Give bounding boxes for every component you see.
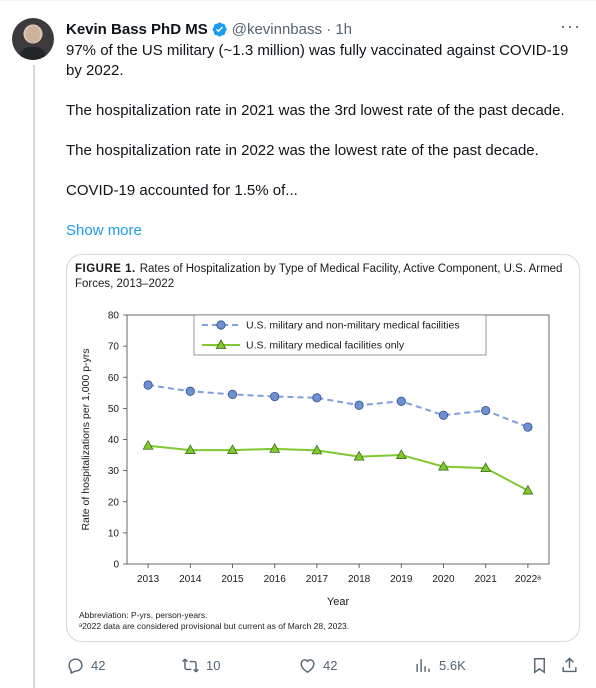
tweet-paragraph: The hospitalization rate in 2021 was the… — [66, 102, 565, 119]
reply-icon — [68, 657, 83, 674]
y-axis-label: Rate of hospitalizations per 1,000 p-yrs — [80, 348, 92, 530]
x-tick-label: 2020 — [432, 574, 455, 585]
x-axis-label: Year — [327, 596, 350, 608]
verified-badge-icon[interactable] — [211, 21, 228, 38]
data-point — [480, 462, 492, 473]
heart-icon — [300, 658, 315, 673]
like-button[interactable]: 42 — [298, 653, 337, 677]
series-line — [147, 384, 529, 428]
y-tick-label: 70 — [108, 342, 120, 353]
tweet-paragraph: COVID-19 accounted for 1.5% of... — [66, 182, 298, 199]
data-point — [354, 400, 364, 410]
figure-notes: Abbreviation: P-yrs, person-years. ᵃ2022… — [79, 610, 349, 632]
y-tick-label: 30 — [108, 466, 120, 477]
avatar-shirt — [20, 47, 46, 60]
data-point — [438, 460, 449, 471]
data-point — [142, 439, 154, 450]
x-tick-label: 2016 — [264, 574, 287, 585]
abbreviation-note: Abbreviation: P-yrs, person-years. — [79, 610, 208, 620]
x-tick-label: 2021 — [475, 574, 498, 585]
y-tick-label: 40 — [108, 435, 120, 446]
more-icon[interactable]: ··· — [560, 16, 581, 36]
avatar-face — [26, 26, 40, 43]
data-point — [227, 444, 238, 454]
repost-icon — [182, 658, 199, 672]
data-point — [523, 422, 533, 432]
tweet-text: 97% of the US military (~1.3 million) wa… — [66, 41, 581, 201]
data-point — [481, 405, 491, 416]
reply-button[interactable]: 42 — [66, 653, 105, 677]
y-tick-label: 80 — [108, 311, 120, 322]
author-handle-time[interactable]: @kevinnbass · 1h — [231, 20, 353, 38]
share-icon — [562, 656, 577, 672]
x-tick-label: 2018 — [348, 574, 371, 585]
data-point — [396, 396, 406, 406]
legend-label: U.S. military and non-military medical f… — [246, 320, 460, 332]
data-point — [311, 444, 323, 455]
views-icon — [416, 658, 430, 672]
x-tick-label: 2017 — [306, 574, 329, 585]
like-count: 42 — [323, 657, 338, 673]
series-line — [147, 444, 529, 492]
views-button[interactable]: 5.6K — [414, 653, 466, 677]
views-count: 5.6K — [439, 657, 466, 673]
tweet-paragraph: The hospitalization rate in 2022 was the… — [66, 142, 539, 159]
hospitalization-chart: 0 10 20 30 40 50 60 70 80 2013 2014 2015 2016 2017 201… — [80, 311, 550, 608]
reply-count: 42 — [91, 657, 106, 673]
share-button[interactable] — [560, 653, 579, 677]
x-tick-label: 2015 — [221, 574, 244, 585]
data-point — [270, 391, 280, 402]
legend-box — [193, 314, 487, 356]
avatar[interactable] — [12, 18, 54, 60]
y-tick-label: 0 — [113, 560, 119, 571]
tweet-paragraph: 97% of the US military (~1.3 million) wa… — [66, 42, 569, 79]
data-point — [227, 389, 238, 399]
data-point — [438, 410, 449, 420]
provisional-note: ᵃ2022 data are considered provisional bu… — [79, 621, 350, 631]
data-point — [312, 393, 322, 403]
bookmark-icon — [534, 657, 545, 674]
show-more-link[interactable]: Show more — [66, 222, 142, 239]
figure-title: FIGURE 1. Rates of Hospitalization by Typ… — [75, 262, 573, 292]
tweet-media-image[interactable]: FIGURE 1. Rates of Hospitalization by Typ… — [66, 254, 580, 642]
data-point — [269, 443, 281, 453]
thread-line — [33, 65, 35, 688]
data-point — [184, 444, 196, 454]
y-tick-label: 10 — [108, 528, 120, 539]
data-point — [216, 320, 226, 330]
x-tick-label: 2022ᵃ — [515, 574, 541, 585]
figure-label: FIGURE 1. — [75, 263, 136, 275]
x-tick-label: 2019 — [390, 574, 413, 585]
tweet-actions: 42 10 42 5.6K — [66, 653, 586, 677]
y-tick-label: 50 — [108, 404, 120, 415]
y-tick-label: 60 — [108, 373, 120, 384]
author-name[interactable]: Kevin Bass PhD MS — [66, 20, 208, 38]
data-point — [215, 339, 227, 349]
x-tick-label: 2013 — [137, 574, 160, 585]
y-tick-label: 20 — [108, 497, 120, 508]
repost-count: 10 — [206, 657, 221, 673]
data-point — [143, 380, 153, 390]
x-tick-label: 2014 — [179, 574, 202, 585]
bookmark-button[interactable] — [530, 653, 549, 677]
legend-label: U.S. military medical facilities only — [246, 340, 405, 352]
figure-title-text: Rates of Hospitalization by Type of Medi… — [75, 263, 563, 290]
data-point — [353, 450, 365, 461]
repost-button[interactable]: 10 — [181, 653, 220, 677]
data-point — [395, 449, 407, 459]
tweet-header: Kevin Bass PhD MS @kevinnbass · 1h — [66, 19, 352, 39]
data-point — [522, 484, 534, 495]
data-point — [185, 386, 195, 396]
